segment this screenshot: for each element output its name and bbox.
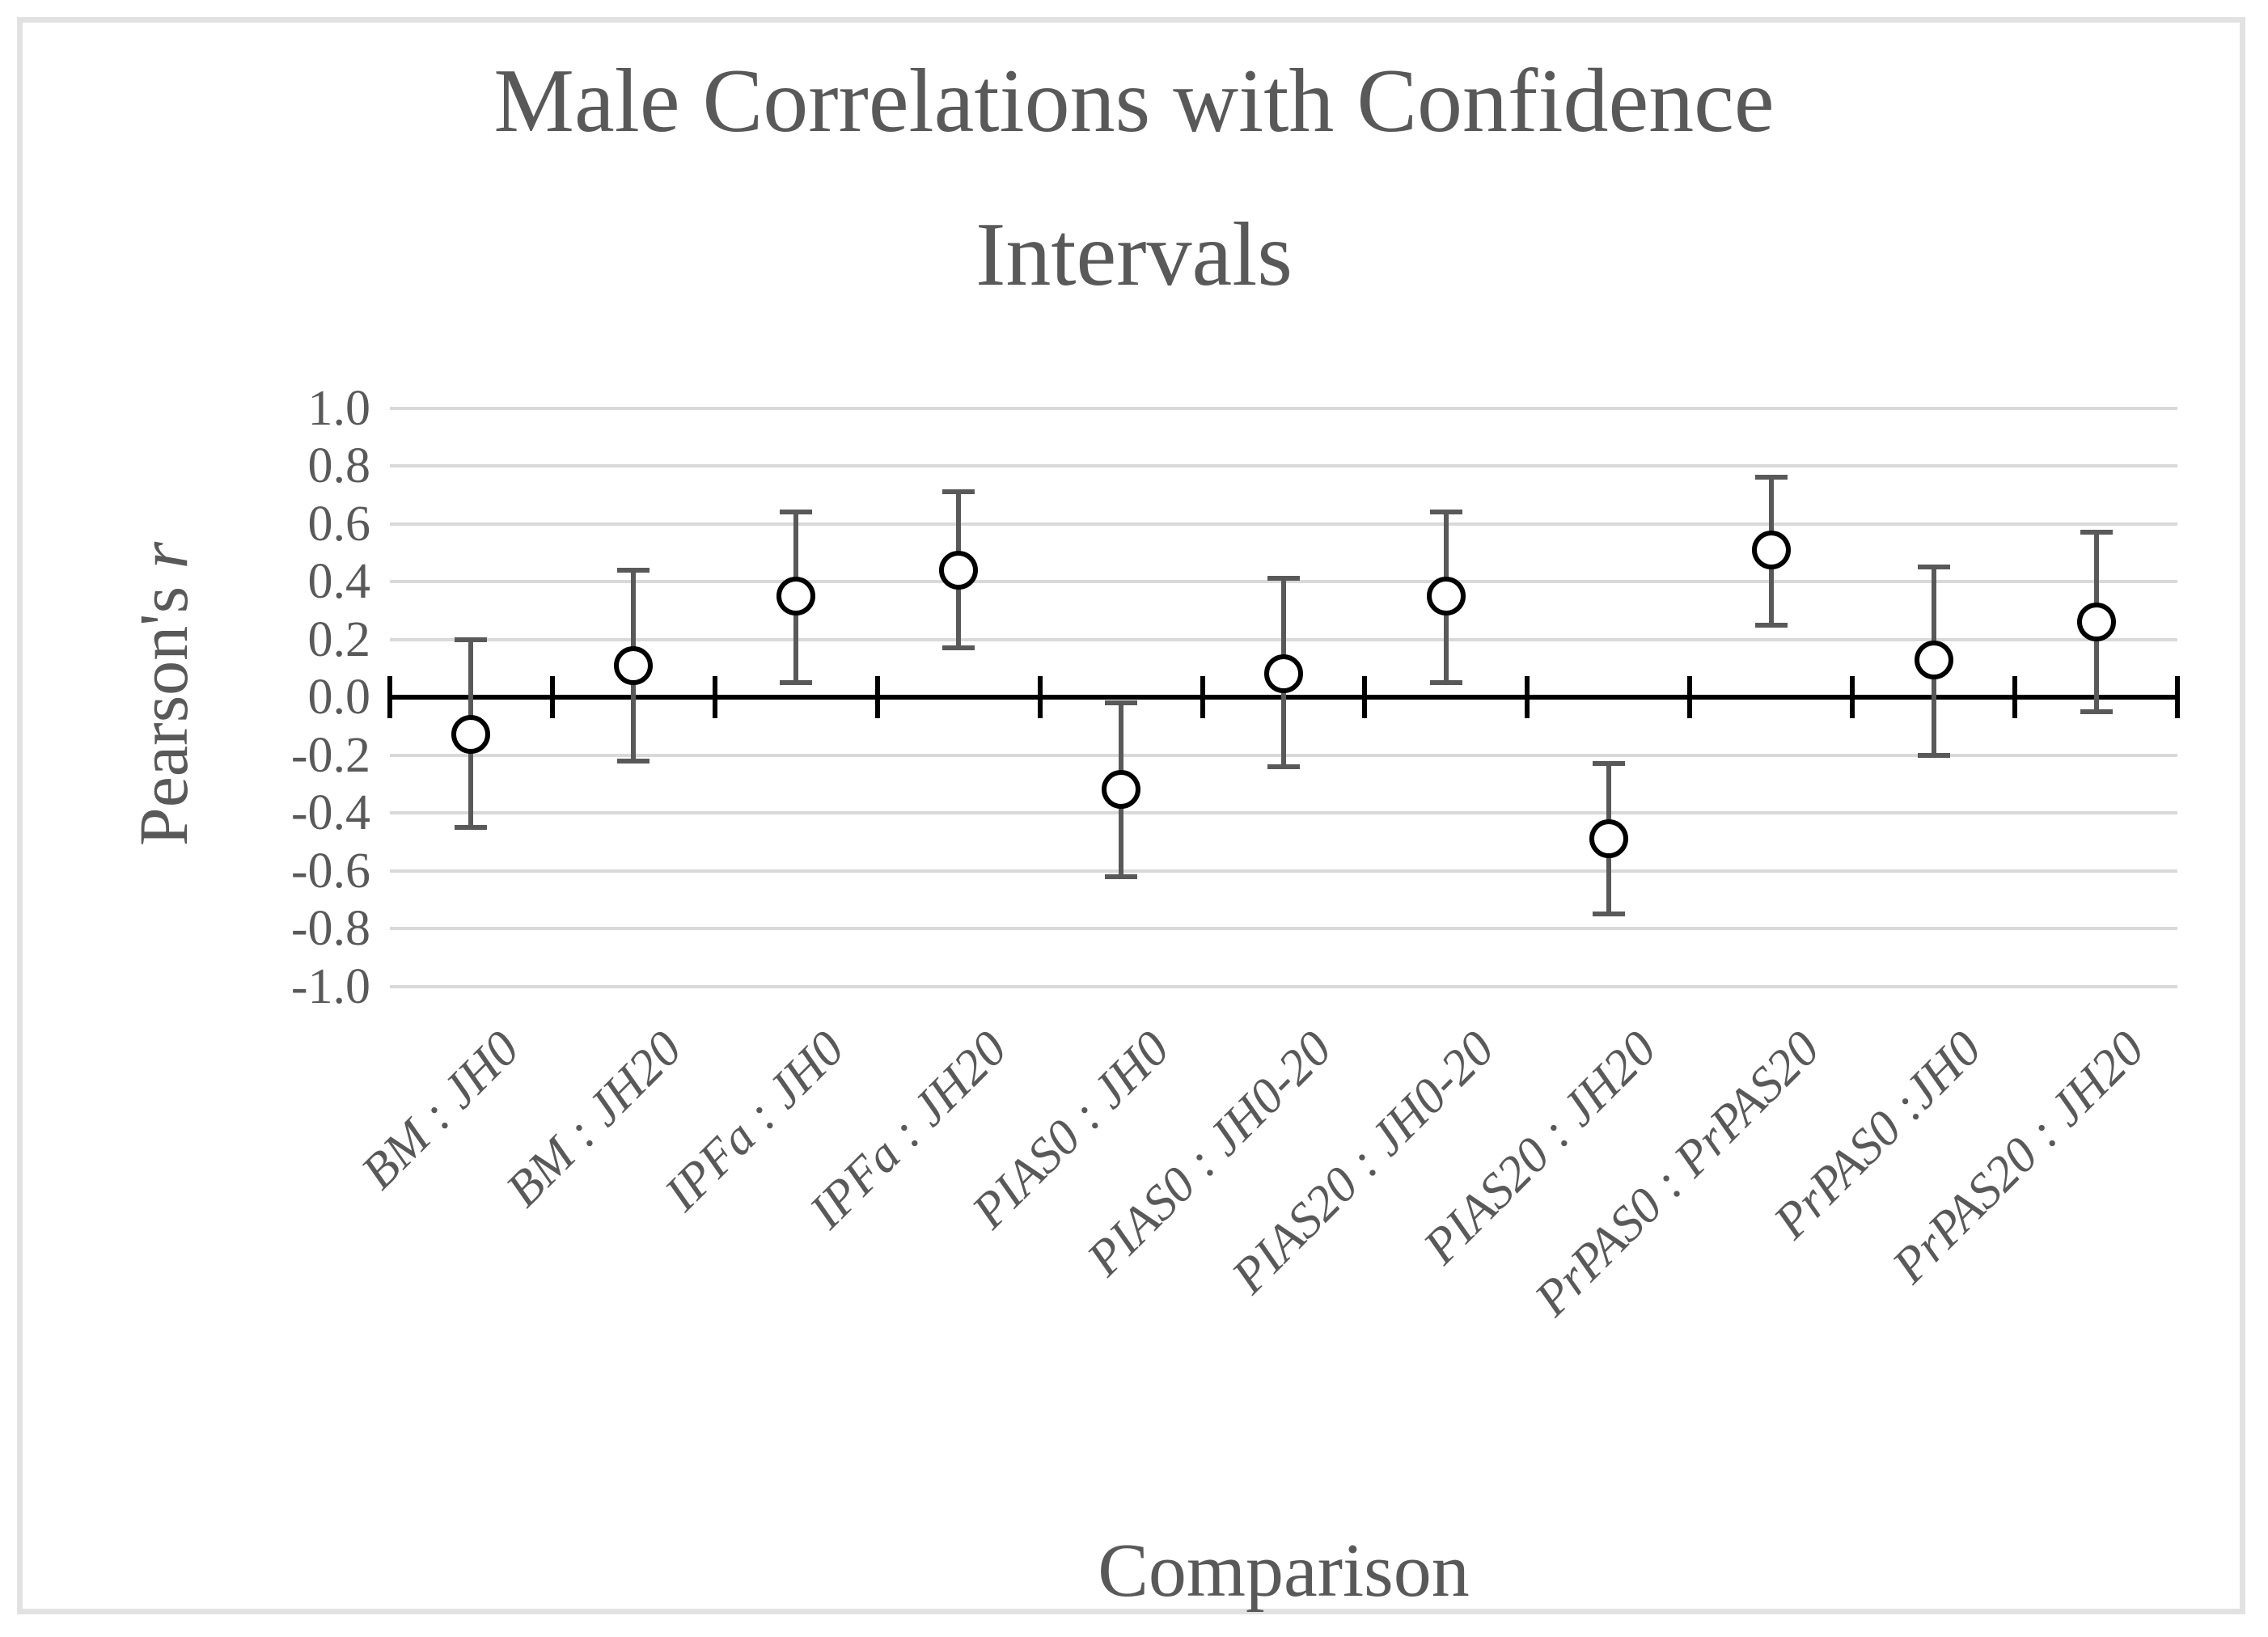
- error-bar-cap-bottom: [1592, 912, 1625, 917]
- gridline: [390, 869, 2177, 873]
- x-axis-tick: [549, 676, 555, 718]
- x-axis-tick: [712, 676, 717, 718]
- data-point-marker: [776, 576, 816, 615]
- data-point-marker: [1914, 640, 1953, 679]
- y-tick-label: -0.4: [290, 785, 370, 840]
- data-point-marker: [1751, 530, 1791, 569]
- data-point-marker: [1264, 654, 1303, 694]
- chart-title-line2: Intervals: [975, 205, 1293, 305]
- y-tick-label: -0.8: [290, 901, 370, 956]
- x-axis-tick: [1850, 676, 1855, 718]
- error-bar-cap-bottom: [780, 680, 813, 686]
- gridline: [390, 927, 2177, 930]
- data-point-marker: [451, 715, 491, 755]
- data-point-marker: [1589, 819, 1628, 859]
- y-tick-label: 0.2: [307, 611, 371, 667]
- x-axis-tick: [1362, 676, 1368, 718]
- y-tick-label: 0.0: [307, 670, 371, 725]
- y-tick-label: -0.6: [290, 843, 370, 899]
- error-bar-cap-top: [1592, 761, 1625, 767]
- error-bar-cap-top: [2080, 530, 2113, 535]
- error-bar-cap-bottom: [617, 758, 650, 764]
- gridline: [390, 811, 2177, 814]
- error-bar-cap-bottom: [2080, 709, 2113, 714]
- data-point-marker: [2076, 603, 2116, 642]
- x-axis-tick: [1525, 676, 1530, 718]
- y-tick-label: 0.6: [307, 496, 371, 552]
- x-axis-tick: [2175, 676, 2180, 718]
- x-axis-title: Comparison: [1098, 1529, 1470, 1613]
- error-bar-cap-top: [1267, 576, 1300, 582]
- error-bar-cap-bottom: [1429, 680, 1462, 686]
- x-axis-tick: [1200, 676, 1205, 718]
- error-bar-cap-top: [942, 489, 975, 495]
- y-tick-label: 0.8: [307, 438, 371, 493]
- data-point-marker: [939, 550, 979, 590]
- x-axis-tick: [2012, 676, 2018, 718]
- error-bar-cap-top: [1917, 565, 1950, 570]
- y-tick-label: 1.0: [307, 380, 371, 436]
- error-bar-cap-top: [617, 567, 650, 573]
- gridline: [390, 984, 2177, 988]
- error-bar-cap-bottom: [1917, 752, 1950, 758]
- y-tick-label: -1.0: [290, 958, 370, 1014]
- x-axis-tick: [1037, 676, 1043, 718]
- error-bar-cap-bottom: [1267, 764, 1300, 769]
- data-point-marker: [614, 645, 654, 685]
- gridline: [390, 406, 2177, 410]
- error-bar-cap-top: [780, 510, 813, 515]
- error-bar-cap-top: [1429, 510, 1462, 515]
- y-tick-label: -0.2: [290, 727, 370, 783]
- error-bar-cap-bottom: [942, 645, 975, 651]
- gridline: [390, 464, 2177, 467]
- y-tick-label: 0.4: [307, 554, 371, 609]
- error-bar-cap-top: [455, 637, 488, 642]
- error-bar-cap-bottom: [455, 824, 488, 830]
- error-bar-cap-bottom: [1105, 873, 1138, 879]
- error-bar-cap-top: [1105, 700, 1138, 706]
- x-axis-tick: [1687, 676, 1693, 718]
- error-bar-cap-bottom: [1754, 622, 1788, 628]
- x-axis-tick: [387, 676, 392, 718]
- gridline: [390, 522, 2177, 526]
- x-axis-tick: [874, 676, 880, 718]
- data-point-marker: [1426, 576, 1466, 615]
- chart-title-line1: Male Correlations with Confidence: [493, 51, 1775, 151]
- error-bar-cap-top: [1754, 475, 1788, 480]
- data-point-marker: [1102, 770, 1141, 810]
- chart-border-frame: [17, 17, 2245, 1614]
